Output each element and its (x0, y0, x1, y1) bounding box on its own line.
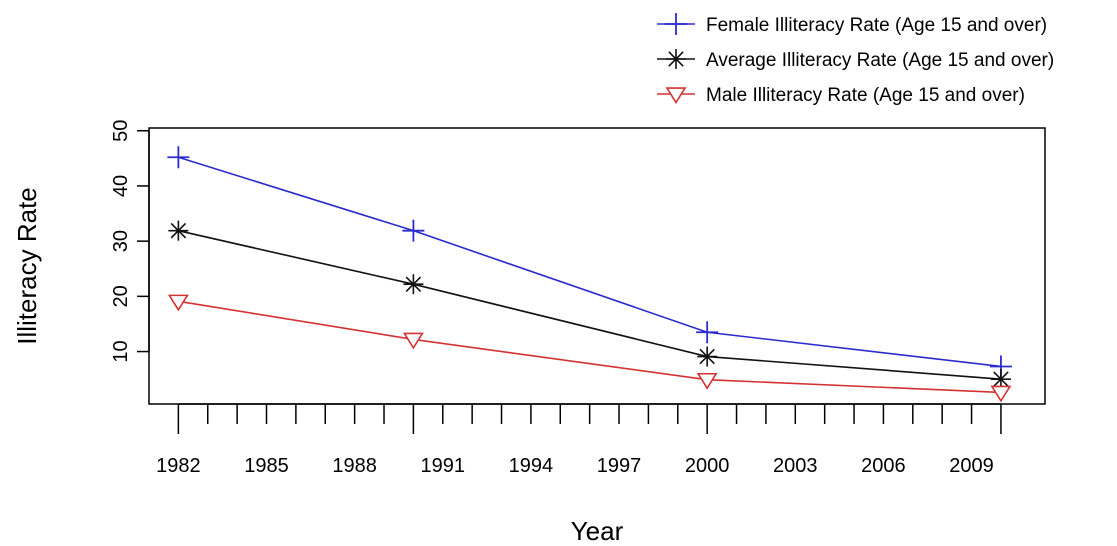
legend: Female Illiteracy Rate (Age 15 and over)… (657, 13, 1054, 106)
series-layer (167, 146, 1012, 403)
x-tick-label: 1982 (156, 455, 201, 477)
series-1 (167, 146, 1012, 378)
data-point (402, 219, 425, 242)
x-tick-label: 1997 (597, 455, 642, 477)
legend-item: Female Illiteracy Rate (Age 15 and over) (657, 13, 1047, 36)
legend-marker (665, 13, 687, 35)
legend-label: Female Illiteracy Rate (Age 15 and over) (706, 15, 1047, 36)
x-tick-label: 1988 (332, 455, 377, 477)
series-2 (168, 220, 1011, 390)
data-point (168, 220, 189, 241)
data-point (403, 274, 424, 295)
plot-frame (148, 127, 1046, 405)
x-axis-title: Year (571, 516, 624, 546)
y-tick-label: 40 (110, 175, 132, 197)
legend-item: Male Illiteracy Rate (Age 15 and over) (657, 85, 1025, 106)
legend-label: Male Illiteracy Rate (Age 15 and over) (706, 85, 1025, 106)
data-point (990, 369, 1011, 390)
x-tick-label: 1985 (244, 455, 289, 477)
y-tick-label: 20 (110, 285, 132, 307)
y-tick-label: 30 (110, 230, 132, 252)
data-point (990, 385, 1012, 403)
x-tick-label: 2003 (773, 455, 818, 477)
y-tick-label: 50 (110, 120, 132, 142)
y-axis: 10 20 30 40 50 (110, 120, 150, 363)
data-point (167, 294, 189, 312)
x-tick-label: 2000 (685, 455, 730, 477)
legend-marker (666, 49, 686, 69)
x-axis: 1982 1985 1988 1991 1994 1997 2000 2003 2006 2009 (156, 403, 1002, 477)
legend-label: Average Illiteracy Rate (Age 15 and over… (706, 50, 1054, 71)
legend-marker (665, 87, 687, 105)
data-point (696, 372, 718, 390)
data-point (167, 146, 190, 169)
series-line (178, 229, 1001, 380)
y-tick-label: 10 (110, 340, 132, 362)
series-3 (167, 294, 1012, 403)
data-point (402, 332, 424, 350)
x-tick-label: 1994 (509, 455, 554, 477)
series-line (178, 300, 1001, 394)
x-tick-label: 1991 (421, 455, 466, 477)
x-tick-label: 2006 (861, 455, 906, 477)
x-tick-label: 2009 (949, 455, 994, 477)
legend-item: Average Illiteracy Rate (Age 15 and over… (657, 49, 1054, 71)
data-point (696, 321, 719, 344)
data-point (697, 346, 718, 367)
series-line (178, 156, 1002, 368)
y-axis-title: Illiteracy Rate (12, 187, 42, 345)
